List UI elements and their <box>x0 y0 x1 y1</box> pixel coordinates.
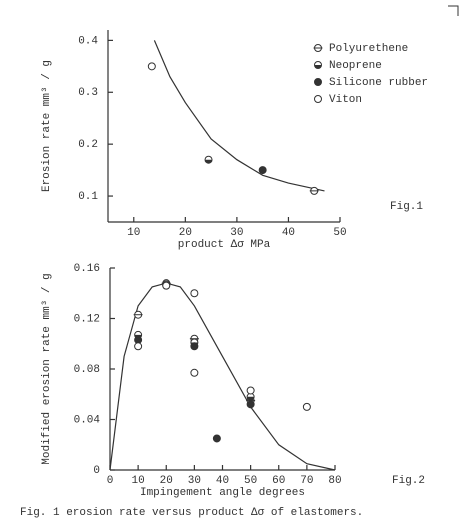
marker <box>302 402 311 411</box>
x-tick-label: 60 <box>272 475 285 487</box>
x-tick-label: 40 <box>216 475 229 487</box>
marker-part <box>246 386 255 395</box>
marker-part <box>314 95 322 103</box>
marker-part <box>314 78 322 86</box>
marker <box>313 44 323 52</box>
marker <box>147 62 156 71</box>
x-axis-label: product Δσ MPa <box>178 239 271 251</box>
y-tick-label: 0.3 <box>78 87 98 99</box>
marker <box>190 368 199 377</box>
legend-label: Silicone rubber <box>329 77 428 89</box>
y-tick-label: 0.2 <box>78 139 98 151</box>
marker-part <box>190 342 199 351</box>
legend-label: Polyurethene <box>329 43 408 55</box>
marker-part <box>205 159 213 164</box>
x-tick-label: 30 <box>188 475 201 487</box>
y-axis-label: Modified erosion rate mm³ / g <box>41 273 53 464</box>
marker <box>314 61 322 69</box>
y-axis-label: Erosion rate mm³ / g <box>41 60 53 192</box>
marker <box>258 166 267 175</box>
marker <box>204 155 213 164</box>
figure-label: Fig.1 <box>390 201 423 213</box>
y-tick-label: 0.16 <box>74 263 100 275</box>
marker <box>246 386 255 395</box>
marker-part <box>212 434 221 443</box>
x-tick-label: 20 <box>179 227 192 239</box>
y-tick-label: 0.4 <box>78 35 98 47</box>
marker-part <box>134 342 143 351</box>
fit-curve <box>153 40 325 192</box>
y-tick-label: 0.04 <box>74 414 101 426</box>
x-tick-label: 80 <box>328 475 341 487</box>
y-tick-label: 0 <box>93 465 100 477</box>
marker-part <box>162 281 171 290</box>
legend-label: Neoprene <box>329 60 382 72</box>
marker <box>314 78 322 86</box>
marker-part <box>190 368 199 377</box>
x-tick-label: 50 <box>333 227 346 239</box>
marker <box>212 434 221 443</box>
marker-part <box>190 289 199 298</box>
y-tick-label: 0.12 <box>74 313 100 325</box>
marker-part <box>247 396 255 401</box>
marker <box>190 342 199 351</box>
marker-part <box>314 65 322 69</box>
y-tick-label: 0.1 <box>78 191 98 203</box>
x-tick-label: 20 <box>160 475 173 487</box>
marker <box>133 310 143 319</box>
marker-part <box>246 400 255 409</box>
marker <box>314 95 322 103</box>
x-tick-label: 0 <box>107 475 114 487</box>
marker-part <box>302 402 311 411</box>
marker-part <box>258 166 267 175</box>
marker <box>246 400 255 409</box>
marker <box>190 289 199 298</box>
caption: Fig. 1 erosion rate versus product Δσ of… <box>20 507 363 519</box>
x-tick-label: 40 <box>282 227 295 239</box>
marker <box>162 281 171 290</box>
x-tick-label: 10 <box>127 227 140 239</box>
x-tick-label: 10 <box>132 475 145 487</box>
fit-curve <box>109 282 336 471</box>
legend-label: Viton <box>329 94 362 106</box>
corner-mark <box>448 5 459 16</box>
marker-part <box>147 62 156 71</box>
marker <box>134 342 143 351</box>
y-tick-label: 0.08 <box>74 364 100 376</box>
marker <box>309 186 319 195</box>
x-tick-label: 70 <box>300 475 313 487</box>
x-tick-label: 30 <box>230 227 243 239</box>
x-axis-label: Impingement angle degrees <box>140 487 305 499</box>
x-tick-label: 50 <box>244 475 257 487</box>
figure-label: Fig.2 <box>392 475 425 487</box>
